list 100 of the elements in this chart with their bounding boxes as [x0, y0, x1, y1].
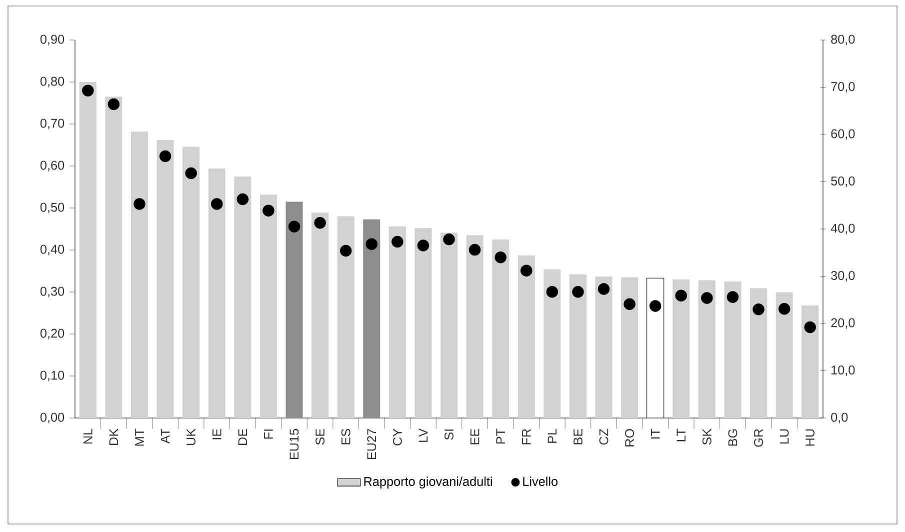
x-tick-label: FI — [264, 430, 273, 439]
point — [701, 292, 713, 304]
y-tick-label: 0,40 — [40, 244, 64, 256]
point — [236, 193, 249, 206]
x-tick-label: SI — [444, 430, 454, 440]
bar — [466, 235, 484, 418]
y-tick-label: 0,50 — [40, 202, 64, 214]
y2-tick-label: 10,0 — [832, 366, 855, 376]
bar — [621, 277, 638, 418]
x-tick-label: DK — [109, 428, 118, 445]
point — [624, 298, 636, 310]
x-tick-label: SK — [702, 428, 712, 445]
bar — [569, 274, 586, 418]
x-tick-label: PL — [548, 428, 557, 443]
y-tick-label: 0,70 — [40, 118, 64, 130]
bar — [363, 219, 380, 418]
bar — [312, 212, 329, 418]
bar — [544, 269, 561, 418]
y-tick-label: 0,90 — [40, 34, 64, 46]
y-tick-label: 0,10 — [40, 370, 64, 382]
x-tick-label: ES — [341, 428, 350, 444]
y2-tick-label: 0,0 — [831, 412, 848, 424]
y-tick-label: 0,20 — [40, 328, 64, 340]
y2-tick-label: 30,0 — [831, 271, 855, 282]
point — [520, 264, 532, 276]
point — [804, 321, 816, 334]
x-tick-label: EE — [470, 428, 480, 444]
point — [392, 236, 404, 248]
bar — [595, 276, 612, 418]
bar — [672, 279, 690, 418]
bar — [208, 168, 226, 418]
point — [185, 167, 197, 180]
x-tick-label: LT — [676, 428, 686, 442]
bar — [414, 228, 432, 418]
point — [598, 283, 610, 295]
point — [210, 198, 223, 210]
x-tick-label: PT — [496, 428, 505, 444]
x-tick-label: EU15 — [290, 428, 299, 460]
point — [314, 216, 326, 229]
bar — [802, 305, 819, 418]
point — [340, 244, 352, 257]
x-tick-label: LU — [780, 429, 789, 444]
point — [159, 150, 172, 162]
y2-tick-label: 50,0 — [831, 176, 855, 187]
y2-tick-label: 70,0 — [831, 82, 855, 92]
y2-tick-label: 60,0 — [831, 129, 855, 140]
bar — [776, 292, 793, 418]
bar — [388, 226, 406, 418]
x-tick-label: UK — [186, 428, 196, 446]
point — [649, 300, 662, 312]
bar — [105, 96, 122, 418]
point — [443, 234, 455, 246]
legend-label: Livello — [523, 476, 558, 486]
bar — [130, 132, 148, 418]
x-tick-label: IT — [650, 428, 660, 438]
y-tick-label: 0,00 — [40, 412, 64, 424]
x-tick-label: NL — [84, 428, 92, 444]
bar — [234, 176, 252, 418]
x-tick-label: IE — [212, 428, 222, 440]
point — [572, 286, 584, 298]
point — [778, 302, 790, 315]
point — [494, 251, 506, 264]
bar — [518, 255, 535, 418]
point — [82, 84, 94, 96]
point — [288, 220, 300, 233]
point — [417, 240, 430, 252]
x-tick-label: BE — [574, 428, 582, 444]
x-tick-label: SE — [316, 428, 325, 445]
bar — [750, 288, 768, 418]
bar — [337, 216, 354, 418]
point — [108, 98, 120, 110]
x-tick-label: HU — [806, 429, 815, 446]
bar — [492, 240, 510, 418]
bar — [286, 202, 303, 418]
y2-tick-label: 80,0 — [831, 34, 855, 46]
x-tick-label: MT — [135, 428, 144, 446]
point — [262, 204, 274, 216]
bar — [698, 280, 716, 418]
legend-label: Rapporto giovani/adulti — [364, 476, 492, 488]
x-tick-label: EU27 — [367, 429, 376, 460]
bar — [156, 140, 174, 418]
y2-tick-label: 40,0 — [830, 224, 855, 234]
x-tick-label: LV — [418, 428, 428, 442]
x-tick-label: GR — [754, 428, 764, 447]
point — [675, 290, 688, 302]
y-tick-label: 0,30 — [40, 286, 64, 298]
point — [366, 238, 378, 250]
bar — [724, 282, 742, 418]
point — [468, 244, 481, 256]
point — [546, 286, 558, 298]
x-tick-label: CY — [392, 428, 402, 446]
y-tick-label: 0,80 — [40, 76, 64, 88]
x-tick-label: RO — [625, 429, 634, 446]
x-tick-label: AT — [160, 428, 170, 444]
y-tick-label: 0,60 — [40, 160, 64, 172]
x-tick-label: CZ — [599, 428, 608, 445]
x-tick-label: DE — [238, 428, 248, 445]
point — [134, 198, 146, 210]
bar — [440, 232, 458, 418]
bar — [260, 194, 277, 418]
